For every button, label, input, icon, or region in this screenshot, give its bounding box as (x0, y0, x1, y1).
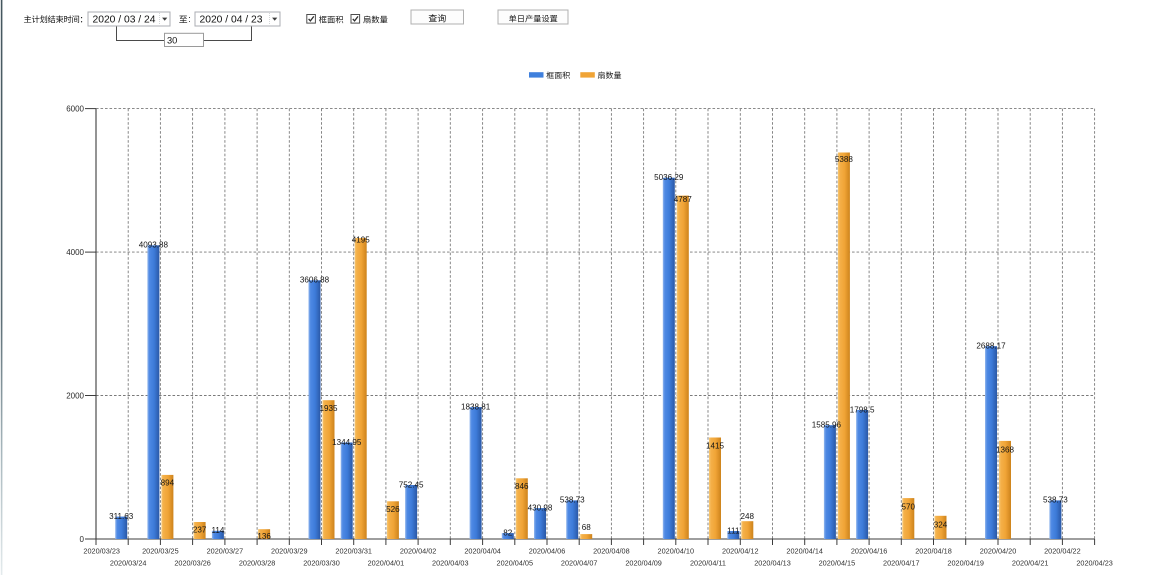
svg-text:5388: 5388 (835, 155, 854, 164)
svg-text:2020/04/15: 2020/04/15 (819, 559, 856, 568)
svg-text:1415: 1415 (706, 441, 725, 450)
svg-text:1585.96: 1585.96 (812, 421, 842, 430)
svg-text:4787: 4787 (674, 195, 693, 204)
svg-text:752.45: 752.45 (399, 480, 424, 489)
svg-text:2020 / 04 / 23: 2020 / 04 / 23 (200, 15, 263, 26)
svg-text:136: 136 (257, 532, 271, 541)
svg-text:30: 30 (167, 35, 177, 45)
svg-text:2020/04/23: 2020/04/23 (1076, 559, 1113, 568)
svg-text:3606.88: 3606.88 (300, 276, 330, 285)
svg-text:2020/04/11: 2020/04/11 (690, 559, 726, 568)
svg-text:4093.88: 4093.88 (139, 241, 169, 250)
svg-text:2020/04/01: 2020/04/01 (368, 559, 405, 568)
svg-text:2020/03/29: 2020/03/29 (271, 547, 308, 556)
svg-text:846: 846 (515, 482, 529, 491)
svg-text:2020/04/03: 2020/04/03 (432, 559, 469, 568)
svg-text:538.73: 538.73 (1043, 496, 1068, 505)
svg-text:2020/04/22: 2020/04/22 (1044, 547, 1081, 556)
svg-text:248: 248 (741, 512, 755, 521)
svg-text:2020/04/19: 2020/04/19 (947, 559, 984, 568)
svg-text:2020 / 03 / 24: 2020 / 03 / 24 (93, 15, 156, 26)
svg-text:430.98: 430.98 (528, 503, 553, 512)
svg-text:2020/04/05: 2020/04/05 (497, 559, 534, 568)
svg-text::: : (188, 14, 191, 24)
svg-text:111: 111 (727, 526, 740, 535)
svg-text:2020/04/18: 2020/04/18 (915, 547, 952, 556)
svg-text:2688.17: 2688.17 (976, 342, 1006, 351)
svg-text:68: 68 (582, 523, 592, 532)
svg-text:2020/03/26: 2020/03/26 (174, 559, 211, 568)
svg-text:2020/04/09: 2020/04/09 (625, 559, 662, 568)
svg-text:0: 0 (80, 535, 85, 544)
svg-text:6000: 6000 (66, 104, 84, 113)
svg-text:2020/03/27: 2020/03/27 (207, 547, 244, 556)
svg-text:526: 526 (386, 505, 400, 514)
svg-text:2020/04/13: 2020/04/13 (754, 559, 791, 568)
svg-text:1368: 1368 (996, 446, 1015, 455)
svg-text:1798.5: 1798.5 (850, 405, 875, 414)
svg-text:114: 114 (211, 526, 224, 535)
svg-text:237: 237 (193, 525, 207, 534)
svg-text:2020/04/21: 2020/04/21 (1012, 559, 1049, 568)
svg-text:324: 324 (934, 521, 948, 530)
svg-text:2020/04/17: 2020/04/17 (883, 559, 920, 568)
svg-text:2020/03/31: 2020/03/31 (335, 547, 372, 556)
svg-text:82: 82 (503, 529, 513, 538)
svg-text:5036.29: 5036.29 (654, 173, 684, 182)
svg-text:2020/03/30: 2020/03/30 (303, 559, 340, 568)
svg-text:2020/04/20: 2020/04/20 (980, 547, 1017, 556)
svg-text:2000: 2000 (66, 391, 84, 400)
svg-text:894: 894 (161, 479, 175, 488)
svg-text:1344.95: 1344.95 (332, 438, 362, 447)
svg-text:2020/03/28: 2020/03/28 (239, 559, 276, 568)
svg-text:2020/04/04: 2020/04/04 (464, 547, 501, 556)
svg-text:2020/04/07: 2020/04/07 (561, 559, 598, 568)
svg-text:2020/04/14: 2020/04/14 (786, 547, 823, 556)
svg-text:2020/04/16: 2020/04/16 (851, 547, 888, 556)
svg-text:2020/04/08: 2020/04/08 (593, 547, 630, 556)
svg-text:2020/03/24: 2020/03/24 (110, 559, 147, 568)
svg-text:1838.81: 1838.81 (461, 402, 491, 411)
svg-text:2020/04/12: 2020/04/12 (722, 547, 759, 556)
svg-text:2020/04/02: 2020/04/02 (400, 547, 437, 556)
svg-text:2020/04/06: 2020/04/06 (529, 547, 566, 556)
svg-text:2020/04/10: 2020/04/10 (658, 547, 695, 556)
svg-text:311.63: 311.63 (109, 512, 134, 521)
svg-text:2020/03/23: 2020/03/23 (83, 547, 120, 556)
svg-text:2020/03/25: 2020/03/25 (142, 547, 179, 556)
svg-text:4195: 4195 (352, 235, 371, 244)
svg-text:538.73: 538.73 (560, 496, 585, 505)
svg-text:1935: 1935 (319, 404, 338, 413)
svg-text:570: 570 (902, 503, 916, 512)
svg-text:4000: 4000 (66, 248, 84, 257)
